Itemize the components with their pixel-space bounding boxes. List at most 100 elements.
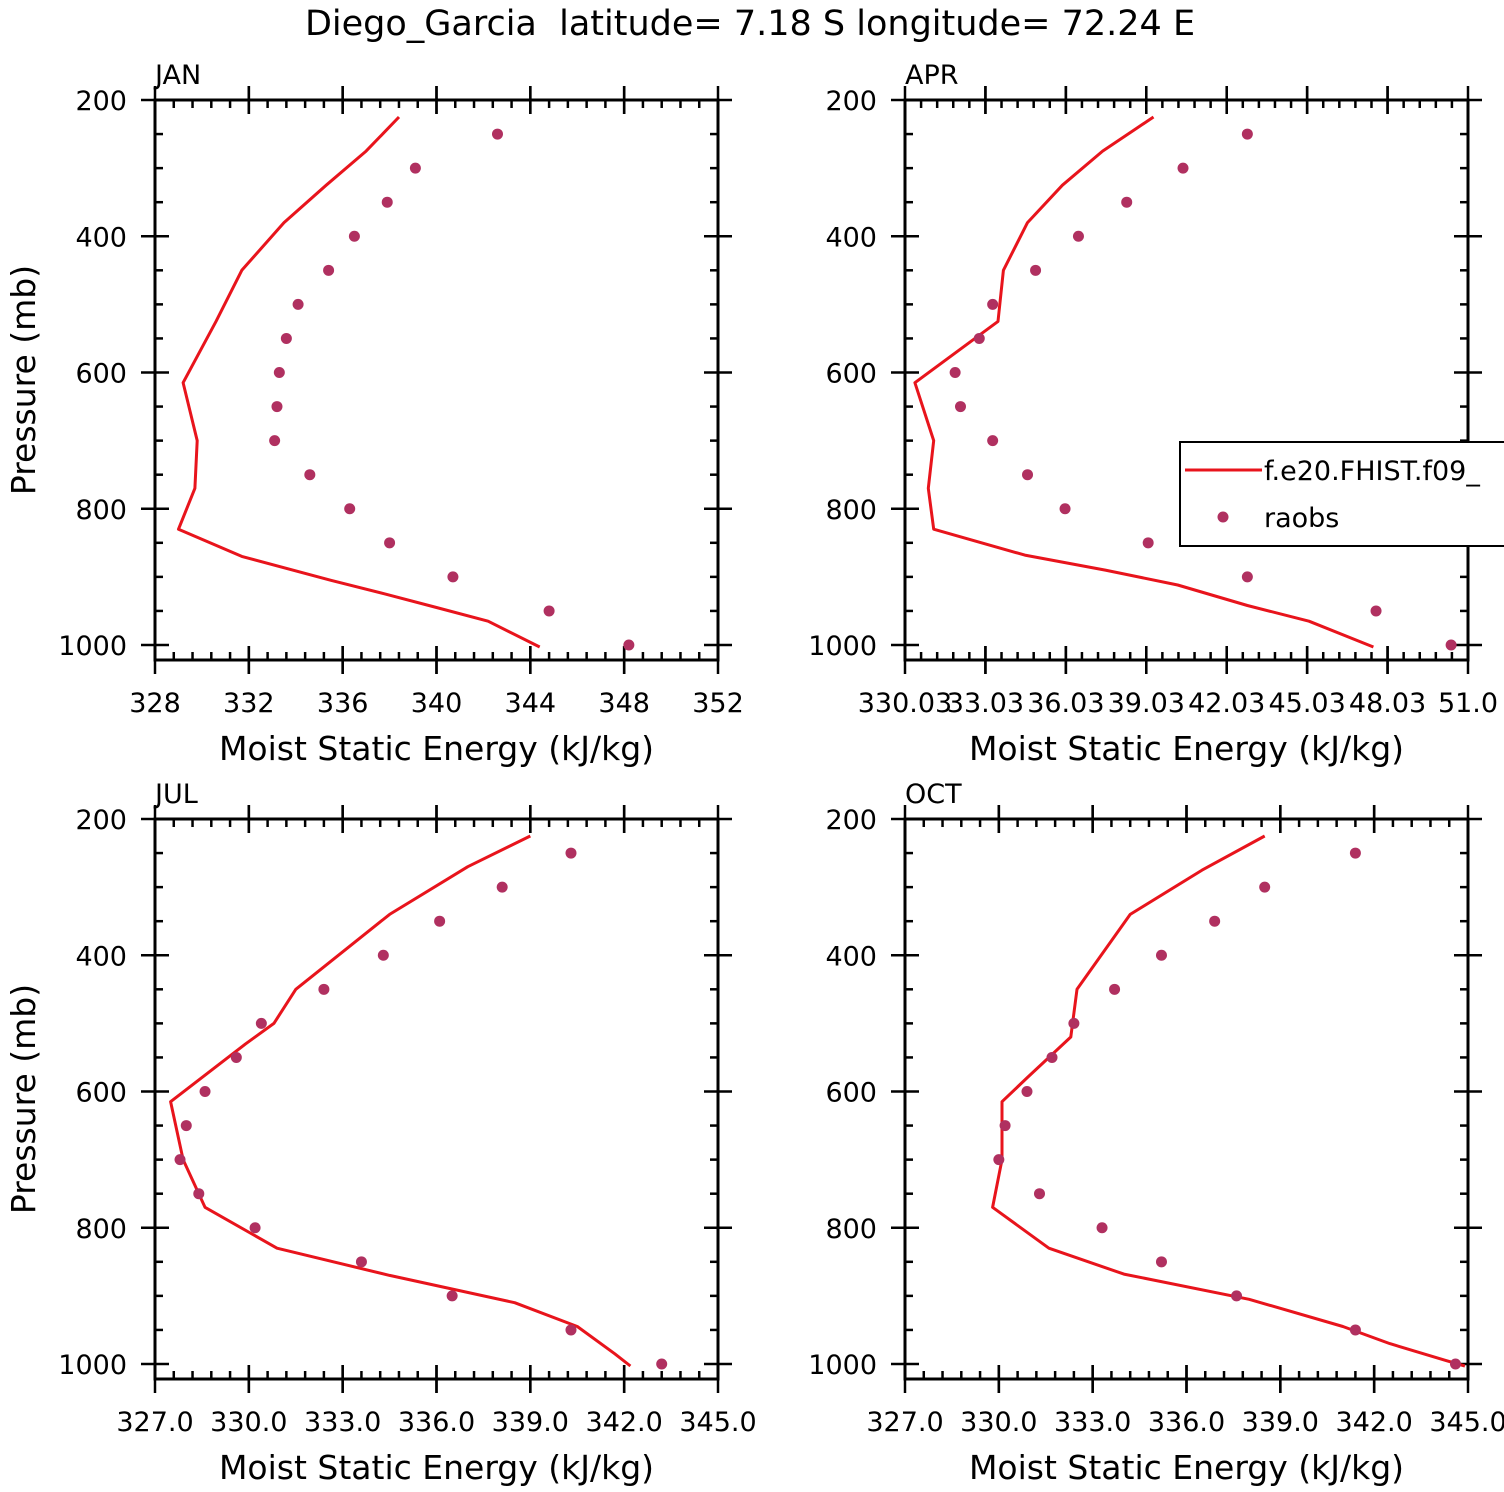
raobs-point bbox=[344, 503, 356, 515]
raobs-point bbox=[1030, 264, 1042, 276]
raobs-point bbox=[999, 1120, 1011, 1132]
raobs-point bbox=[269, 435, 281, 447]
raobs-point bbox=[656, 1358, 668, 1370]
legend-obs-label: raobs bbox=[1264, 503, 1339, 534]
plot-frame bbox=[153, 817, 720, 1381]
x-tick-label: 342.0 bbox=[586, 1407, 663, 1438]
x-tick-label: 336 bbox=[317, 688, 369, 719]
raobs-point bbox=[446, 1290, 458, 1302]
raobs-point bbox=[1121, 196, 1133, 208]
y-tick-label: 200 bbox=[825, 805, 877, 836]
x-tick-label: 345.0 bbox=[1429, 1407, 1504, 1438]
x-tick-label: 39.03 bbox=[1108, 688, 1185, 719]
raobs-point bbox=[1370, 605, 1382, 617]
raobs-point bbox=[1033, 1188, 1045, 1200]
raobs-point bbox=[1209, 915, 1221, 927]
raobs-point bbox=[973, 332, 985, 344]
raobs-point bbox=[1241, 571, 1253, 583]
raobs-point bbox=[174, 1154, 186, 1166]
y-tick-label: 400 bbox=[825, 941, 877, 972]
x-axis-label: Moist Static Energy (kJ/kg) bbox=[969, 1448, 1404, 1487]
raobs-point bbox=[271, 401, 283, 413]
y-tick-label: 200 bbox=[75, 86, 127, 117]
x-tick-label: 328 bbox=[129, 688, 181, 719]
x-axis-label: Moist Static Energy (kJ/kg) bbox=[219, 729, 654, 768]
x-tick-label: 36.03 bbox=[1027, 688, 1104, 719]
x-axis-label: Moist Static Energy (kJ/kg) bbox=[219, 1448, 654, 1487]
raobs-point bbox=[1177, 162, 1189, 174]
x-tick-label: 330.0 bbox=[210, 1407, 287, 1438]
raobs-point bbox=[1349, 847, 1361, 859]
legend-model-label: f.e20.FHIST.f09_ bbox=[1264, 456, 1480, 487]
raobs-point bbox=[1449, 1358, 1461, 1370]
x-tick-label: 345.0 bbox=[679, 1407, 756, 1438]
raobs-point bbox=[381, 196, 393, 208]
raobs-point bbox=[543, 605, 555, 617]
raobs-point bbox=[1231, 1290, 1243, 1302]
raobs-point bbox=[987, 298, 999, 310]
y-tick-label: 200 bbox=[75, 805, 127, 836]
model-series-line bbox=[177, 115, 541, 649]
y-tick-label: 400 bbox=[75, 222, 127, 253]
raobs-point bbox=[1241, 128, 1253, 140]
raobs-point bbox=[255, 1017, 267, 1029]
y-tick-label: 800 bbox=[825, 1214, 877, 1245]
raobs-point bbox=[1068, 1017, 1080, 1029]
y-tick-label: 400 bbox=[75, 941, 127, 972]
x-tick-label: 51.0 bbox=[1438, 688, 1498, 719]
raobs-point bbox=[496, 881, 508, 893]
raobs-point bbox=[434, 915, 446, 927]
x-tick-label: 348 bbox=[598, 688, 650, 719]
x-tick-label: 48.03 bbox=[1349, 688, 1426, 719]
raobs-point bbox=[249, 1222, 261, 1234]
raobs-point bbox=[491, 128, 503, 140]
raobs-point bbox=[199, 1086, 211, 1097]
raobs-point bbox=[1046, 1051, 1058, 1063]
y-tick-label: 800 bbox=[75, 1214, 127, 1245]
y-tick-label: 200 bbox=[825, 86, 877, 117]
raobs-point bbox=[565, 1324, 577, 1336]
raobs-point bbox=[323, 264, 335, 276]
plot-frame bbox=[903, 98, 1470, 662]
x-tick-label: 327.0 bbox=[116, 1407, 193, 1438]
raobs-point bbox=[1155, 1256, 1167, 1268]
y-axis-label: Pressure (mb) bbox=[4, 984, 43, 1214]
x-tick-label: 330.0 bbox=[960, 1407, 1037, 1438]
y-tick-label: 800 bbox=[75, 495, 127, 526]
raobs-point bbox=[1155, 949, 1167, 961]
model-series-line bbox=[169, 834, 632, 1368]
figure-title: Diego_Garcia latitude= 7.18 S longitude=… bbox=[305, 4, 1195, 44]
raobs-point bbox=[193, 1188, 205, 1200]
raobs-point bbox=[1072, 230, 1084, 242]
raobs-point bbox=[273, 367, 285, 378]
raobs-point bbox=[1445, 639, 1457, 651]
y-tick-label: 600 bbox=[825, 359, 877, 390]
raobs-point bbox=[1021, 1086, 1033, 1097]
raobs-point bbox=[565, 847, 577, 859]
raobs-point bbox=[377, 949, 389, 961]
x-tick-label: 42.03 bbox=[1188, 688, 1265, 719]
legend: f.e20.FHIST.f09_raobs bbox=[1179, 441, 1504, 547]
x-tick-label: 339.0 bbox=[492, 1407, 569, 1438]
raobs-point bbox=[355, 1256, 367, 1268]
panel-label: APR bbox=[905, 60, 959, 91]
raobs-point bbox=[1109, 983, 1121, 995]
raobs-point bbox=[623, 639, 635, 651]
y-tick-label: 1000 bbox=[808, 631, 877, 662]
raobs-point bbox=[954, 401, 966, 413]
x-tick-label: 336.0 bbox=[398, 1407, 475, 1438]
raobs-point bbox=[384, 537, 396, 549]
x-tick-label: 352 bbox=[692, 688, 744, 719]
raobs-point bbox=[1059, 503, 1071, 515]
x-axis-label: Moist Static Energy (kJ/kg) bbox=[969, 729, 1404, 768]
y-tick-label: 600 bbox=[825, 1078, 877, 1109]
x-tick-label: 342.0 bbox=[1336, 1407, 1413, 1438]
panel-label: JAN bbox=[153, 60, 201, 91]
x-tick-label: 33.03 bbox=[947, 688, 1024, 719]
x-tick-label: 336.0 bbox=[1148, 1407, 1225, 1438]
raobs-point bbox=[1142, 537, 1154, 549]
y-axis-label: Pressure (mb) bbox=[4, 265, 43, 495]
plot-frame bbox=[153, 98, 720, 662]
